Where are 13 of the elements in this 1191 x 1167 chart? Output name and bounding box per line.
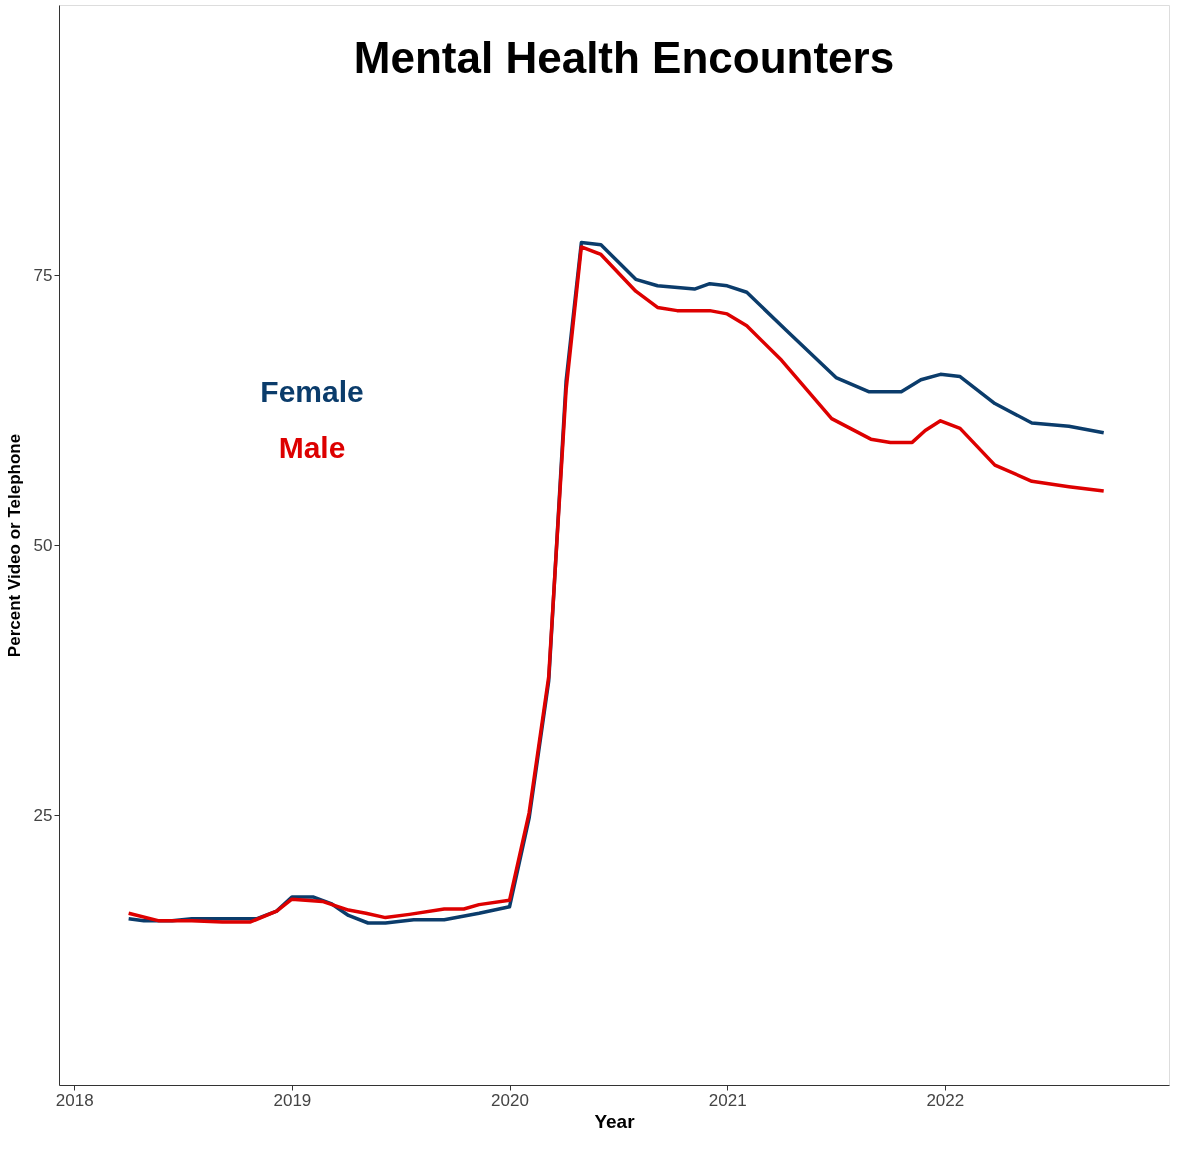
- y-tick-label: 25: [33, 805, 53, 825]
- y-tick-label: 75: [33, 265, 53, 285]
- x-tick-label: 2018: [55, 1090, 94, 1110]
- y-axis-title: Percent Video or Telephone: [4, 433, 24, 658]
- text: Male: [278, 431, 346, 464]
- x-tick-label: 2022: [926, 1090, 965, 1110]
- x-tick-label: 2021: [708, 1090, 747, 1110]
- text: Mental Health Encounters: [353, 33, 895, 82]
- x-tick-label: 2020: [491, 1090, 529, 1110]
- x-tick-label: 2019: [273, 1090, 312, 1110]
- x-axis-title: Year: [594, 1110, 636, 1132]
- text: Female: [260, 375, 364, 408]
- y-tick-label: 50: [33, 535, 53, 555]
